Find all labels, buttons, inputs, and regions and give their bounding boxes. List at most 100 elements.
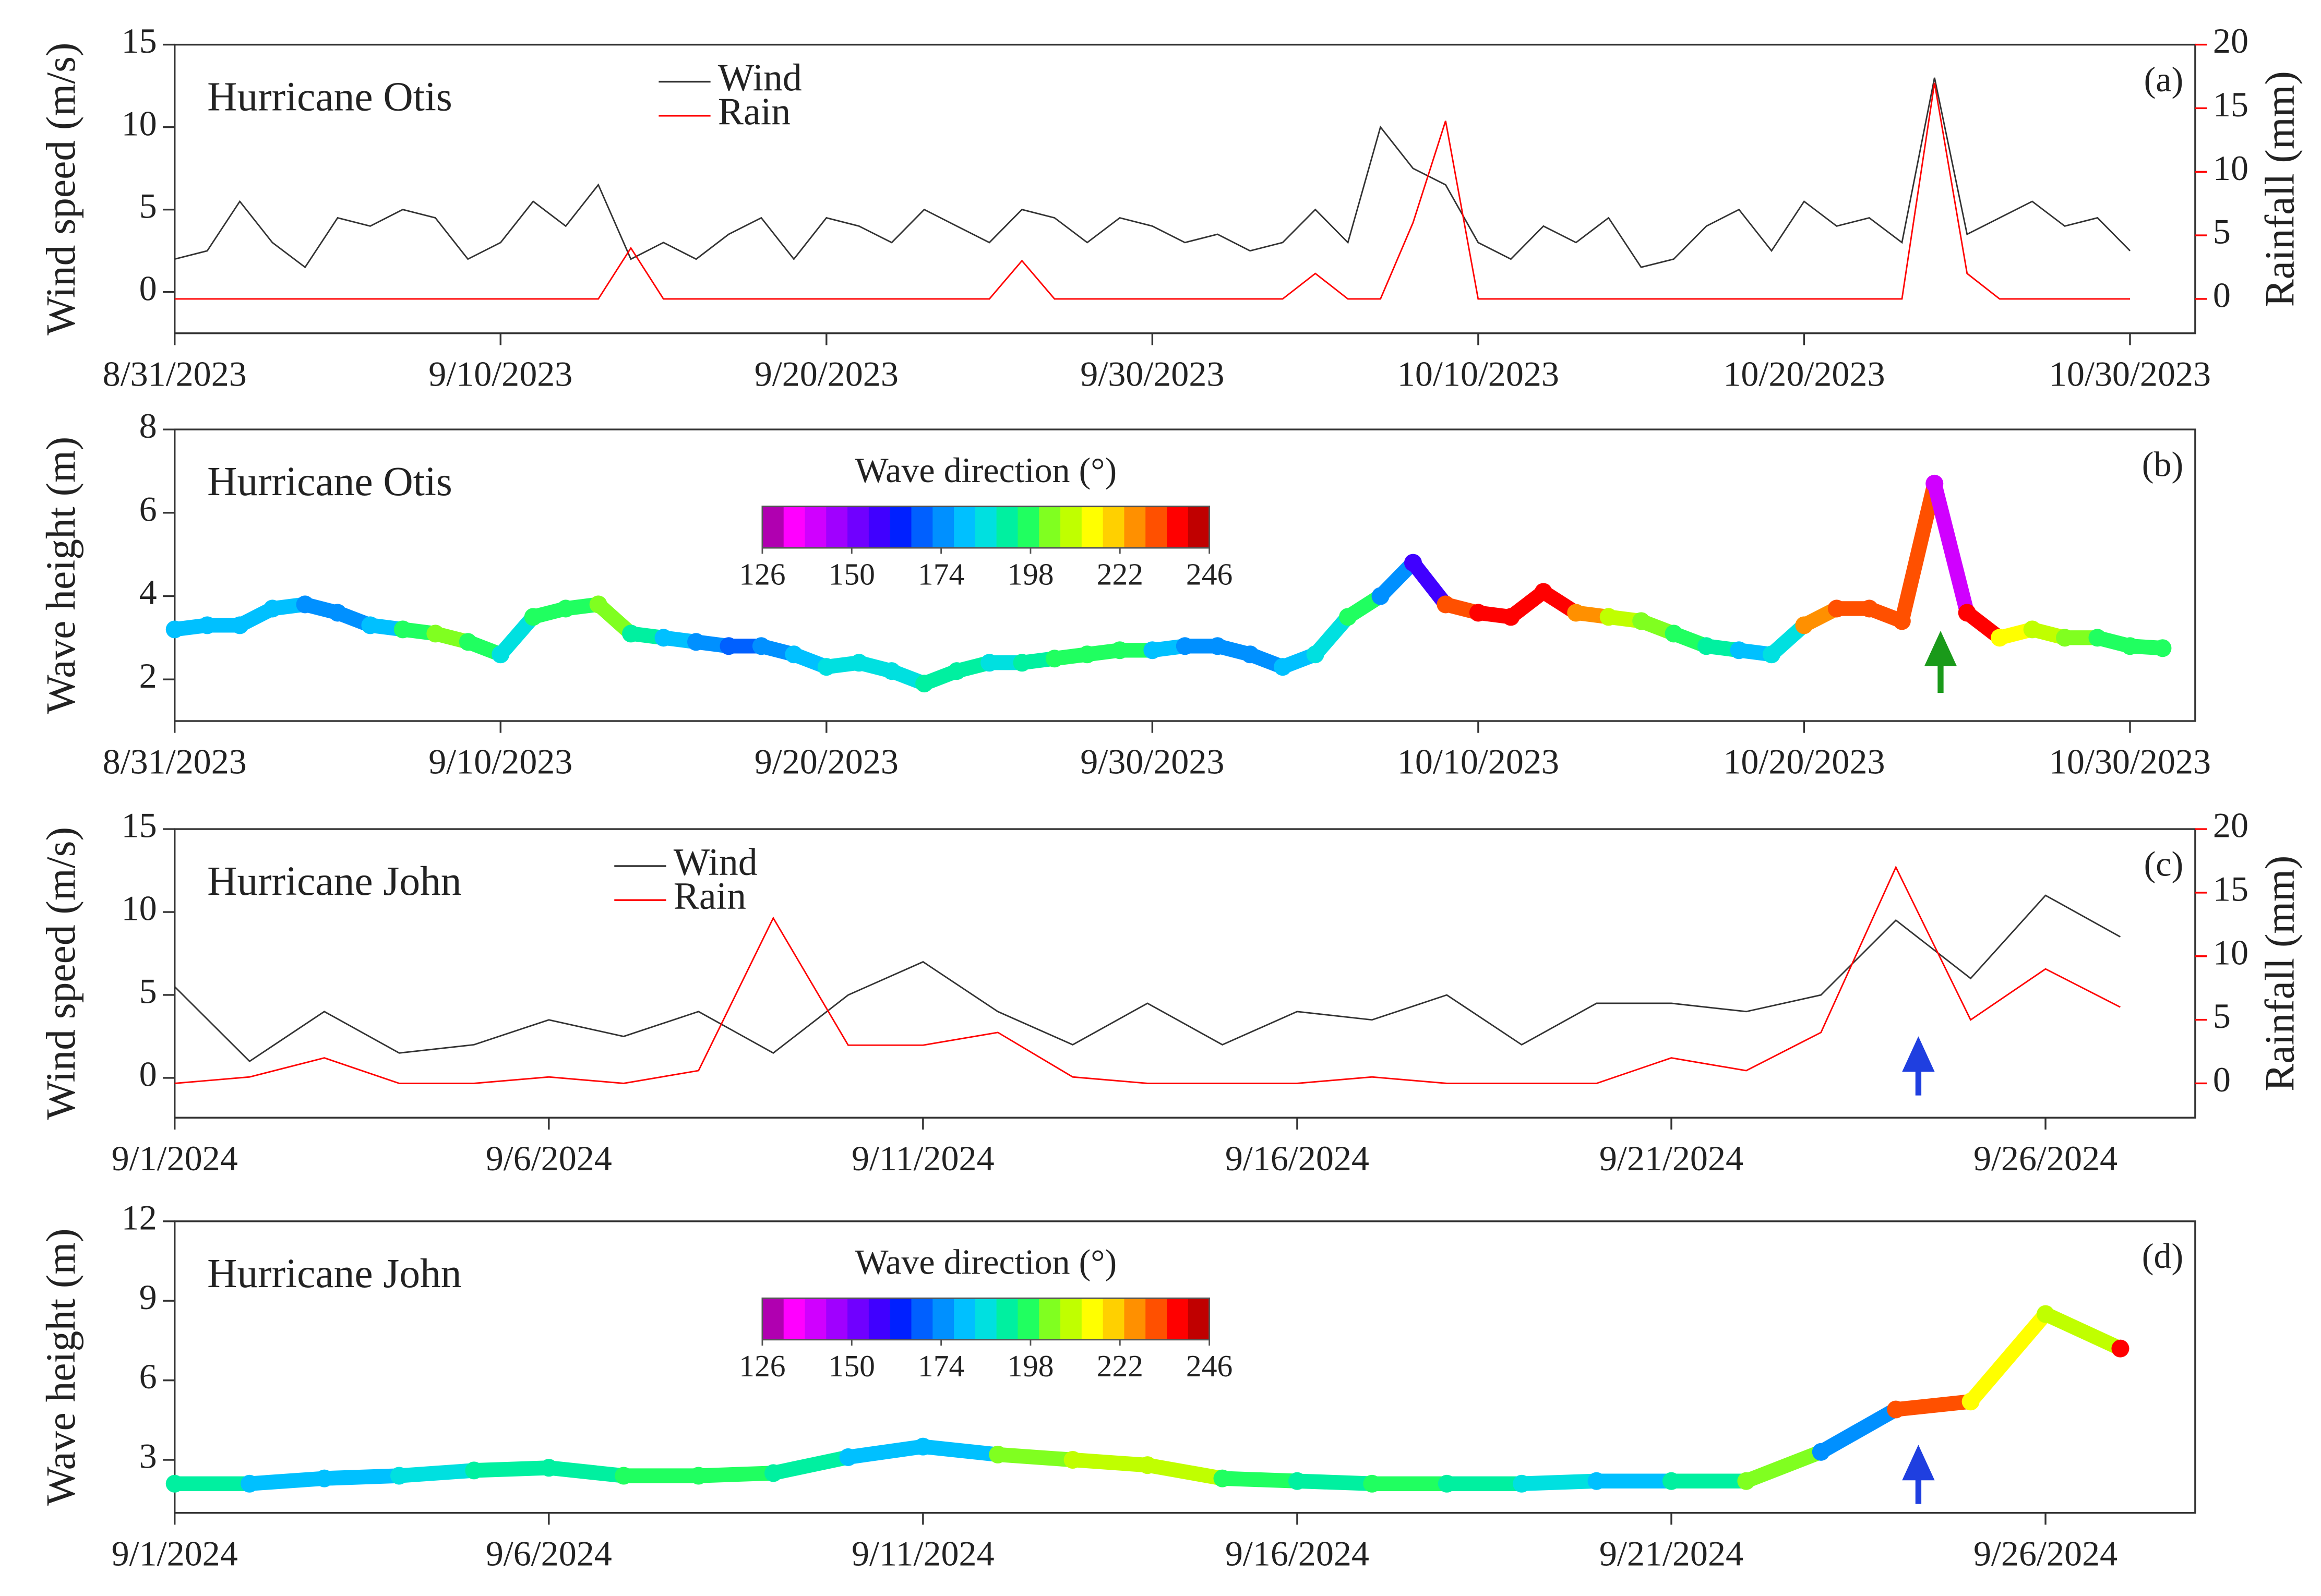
colorbar-swatch: [1145, 1298, 1168, 1340]
wave-point: [361, 616, 379, 634]
wave-segment: [317, 1468, 407, 1486]
colorbar-swatch: [932, 1298, 955, 1340]
x-tick-label: 10/10/2023: [1397, 742, 1559, 782]
wave-point: [1697, 637, 1716, 655]
wave-point: [1013, 654, 1031, 672]
series-line: [174, 77, 2131, 269]
wave-point: [1513, 1474, 1531, 1493]
wave-point: [557, 599, 575, 618]
x-tick-label: 9/21/2024: [1599, 1138, 1743, 1178]
y2-tick-label: 5: [2213, 212, 2231, 251]
wave-point: [1241, 645, 1259, 664]
wave-point: [1438, 1474, 1456, 1493]
x-tick-label: 9/20/2023: [755, 742, 899, 782]
wave-point: [1737, 1472, 1755, 1490]
x-tick-label: 9/16/2024: [1225, 1138, 1369, 1178]
colorbar-tick-label: 150: [829, 557, 875, 591]
x-tick-label: 9/1/2024: [112, 1533, 238, 1573]
colorbar-swatch: [762, 1298, 785, 1340]
panel-title: Hurricane John: [207, 858, 461, 904]
wave-segment: [691, 1466, 781, 1483]
wave-point: [948, 662, 966, 680]
y-tick-label: 3: [139, 1436, 157, 1476]
y-tick-label: 5: [139, 186, 157, 225]
colorbar-tick-label: 198: [1007, 557, 1054, 591]
wave-point: [2111, 1339, 2129, 1358]
panel-label: (a): [2144, 59, 2184, 99]
wave-point: [328, 604, 347, 622]
y2-tick-label: 15: [2213, 869, 2248, 909]
colorbar-tick-label: 246: [1186, 1349, 1233, 1383]
colorbar-swatch: [1039, 506, 1061, 548]
wave-point: [1139, 1456, 1157, 1474]
wave-point: [393, 620, 412, 639]
colorbar-swatch: [1018, 506, 1040, 548]
wave-point: [914, 1437, 932, 1456]
wave-point: [1437, 595, 1455, 614]
panel-title: Hurricane John: [207, 1251, 461, 1297]
y-tick-label: 6: [139, 1357, 157, 1396]
wave-point: [1306, 645, 1324, 664]
arrow: [1902, 1036, 1935, 1504]
wave-point: [1371, 587, 1390, 605]
wave-point: [1078, 645, 1096, 664]
wave-point: [1213, 1469, 1231, 1487]
series-line: [174, 865, 2121, 1084]
colorbar-swatch: [1188, 506, 1211, 548]
wave-point: [524, 608, 542, 626]
colorbar-tick-label: 174: [918, 1349, 964, 1383]
x-tick-label: 9/11/2024: [852, 1533, 995, 1573]
plot-frame: [174, 428, 2196, 722]
legend-label: Rain: [674, 874, 746, 917]
wave-point: [2153, 639, 2172, 657]
y-tick-label: 8: [139, 406, 157, 446]
colorbar-swatch: [1145, 506, 1168, 548]
legend-label: Wind: [718, 56, 802, 99]
arrow-head: [1924, 630, 1957, 667]
wave-segment: [242, 1471, 332, 1491]
wave-point: [465, 1461, 483, 1480]
wave-point: [296, 595, 314, 614]
y-tick-label: 10: [122, 103, 157, 143]
wave-point: [1110, 641, 1129, 659]
x-tick-label: 10/20/2023: [1723, 742, 1885, 782]
x-tick-label: 8/31/2023: [103, 742, 247, 782]
wave-point: [720, 637, 738, 655]
wave-point: [1887, 1400, 1905, 1419]
wave-point: [1599, 608, 1618, 626]
wave-segment: [915, 1439, 1006, 1462]
wave-point: [165, 1474, 184, 1493]
wave-point: [622, 625, 640, 643]
arrow-head: [1902, 1445, 1935, 1481]
wave-point: [817, 658, 835, 676]
x-tick-label: 9/10/2023: [428, 742, 572, 782]
colorbar-swatch: [911, 1298, 934, 1340]
colorbar-swatch: [805, 506, 827, 548]
x-tick-label: 9/16/2024: [1225, 1533, 1369, 1573]
wave-segment: [1289, 1473, 1380, 1491]
wave-segment: [541, 1460, 631, 1483]
wave-point: [390, 1467, 408, 1485]
wave-segment: [990, 1447, 1080, 1468]
colorbar-swatch: [1167, 1298, 1189, 1340]
wave-point: [198, 616, 217, 634]
x-tick-label: 9/20/2023: [755, 354, 899, 393]
wave-point: [264, 599, 282, 618]
colorbar-swatch: [954, 1298, 976, 1340]
panel-label: (c): [2144, 844, 2184, 883]
wave-segment: [466, 1460, 556, 1478]
x-tick-label: 9/6/2024: [486, 1138, 612, 1178]
x-tick-label: 9/30/2023: [1080, 742, 1224, 782]
x-tick-label: 10/30/2023: [2049, 354, 2211, 393]
y2-axis-label: Rainfall (mm): [2257, 856, 2303, 1091]
colorbar-swatch: [975, 506, 998, 548]
colorbar-tick-label: 126: [739, 557, 785, 591]
wave-point: [915, 675, 934, 693]
wave-segment: [841, 1439, 931, 1465]
wave-point: [752, 637, 770, 655]
colorbar-label: Wave direction (°): [855, 450, 1117, 490]
colorbar-swatch: [1124, 1298, 1146, 1340]
wave-point: [1045, 650, 1064, 668]
